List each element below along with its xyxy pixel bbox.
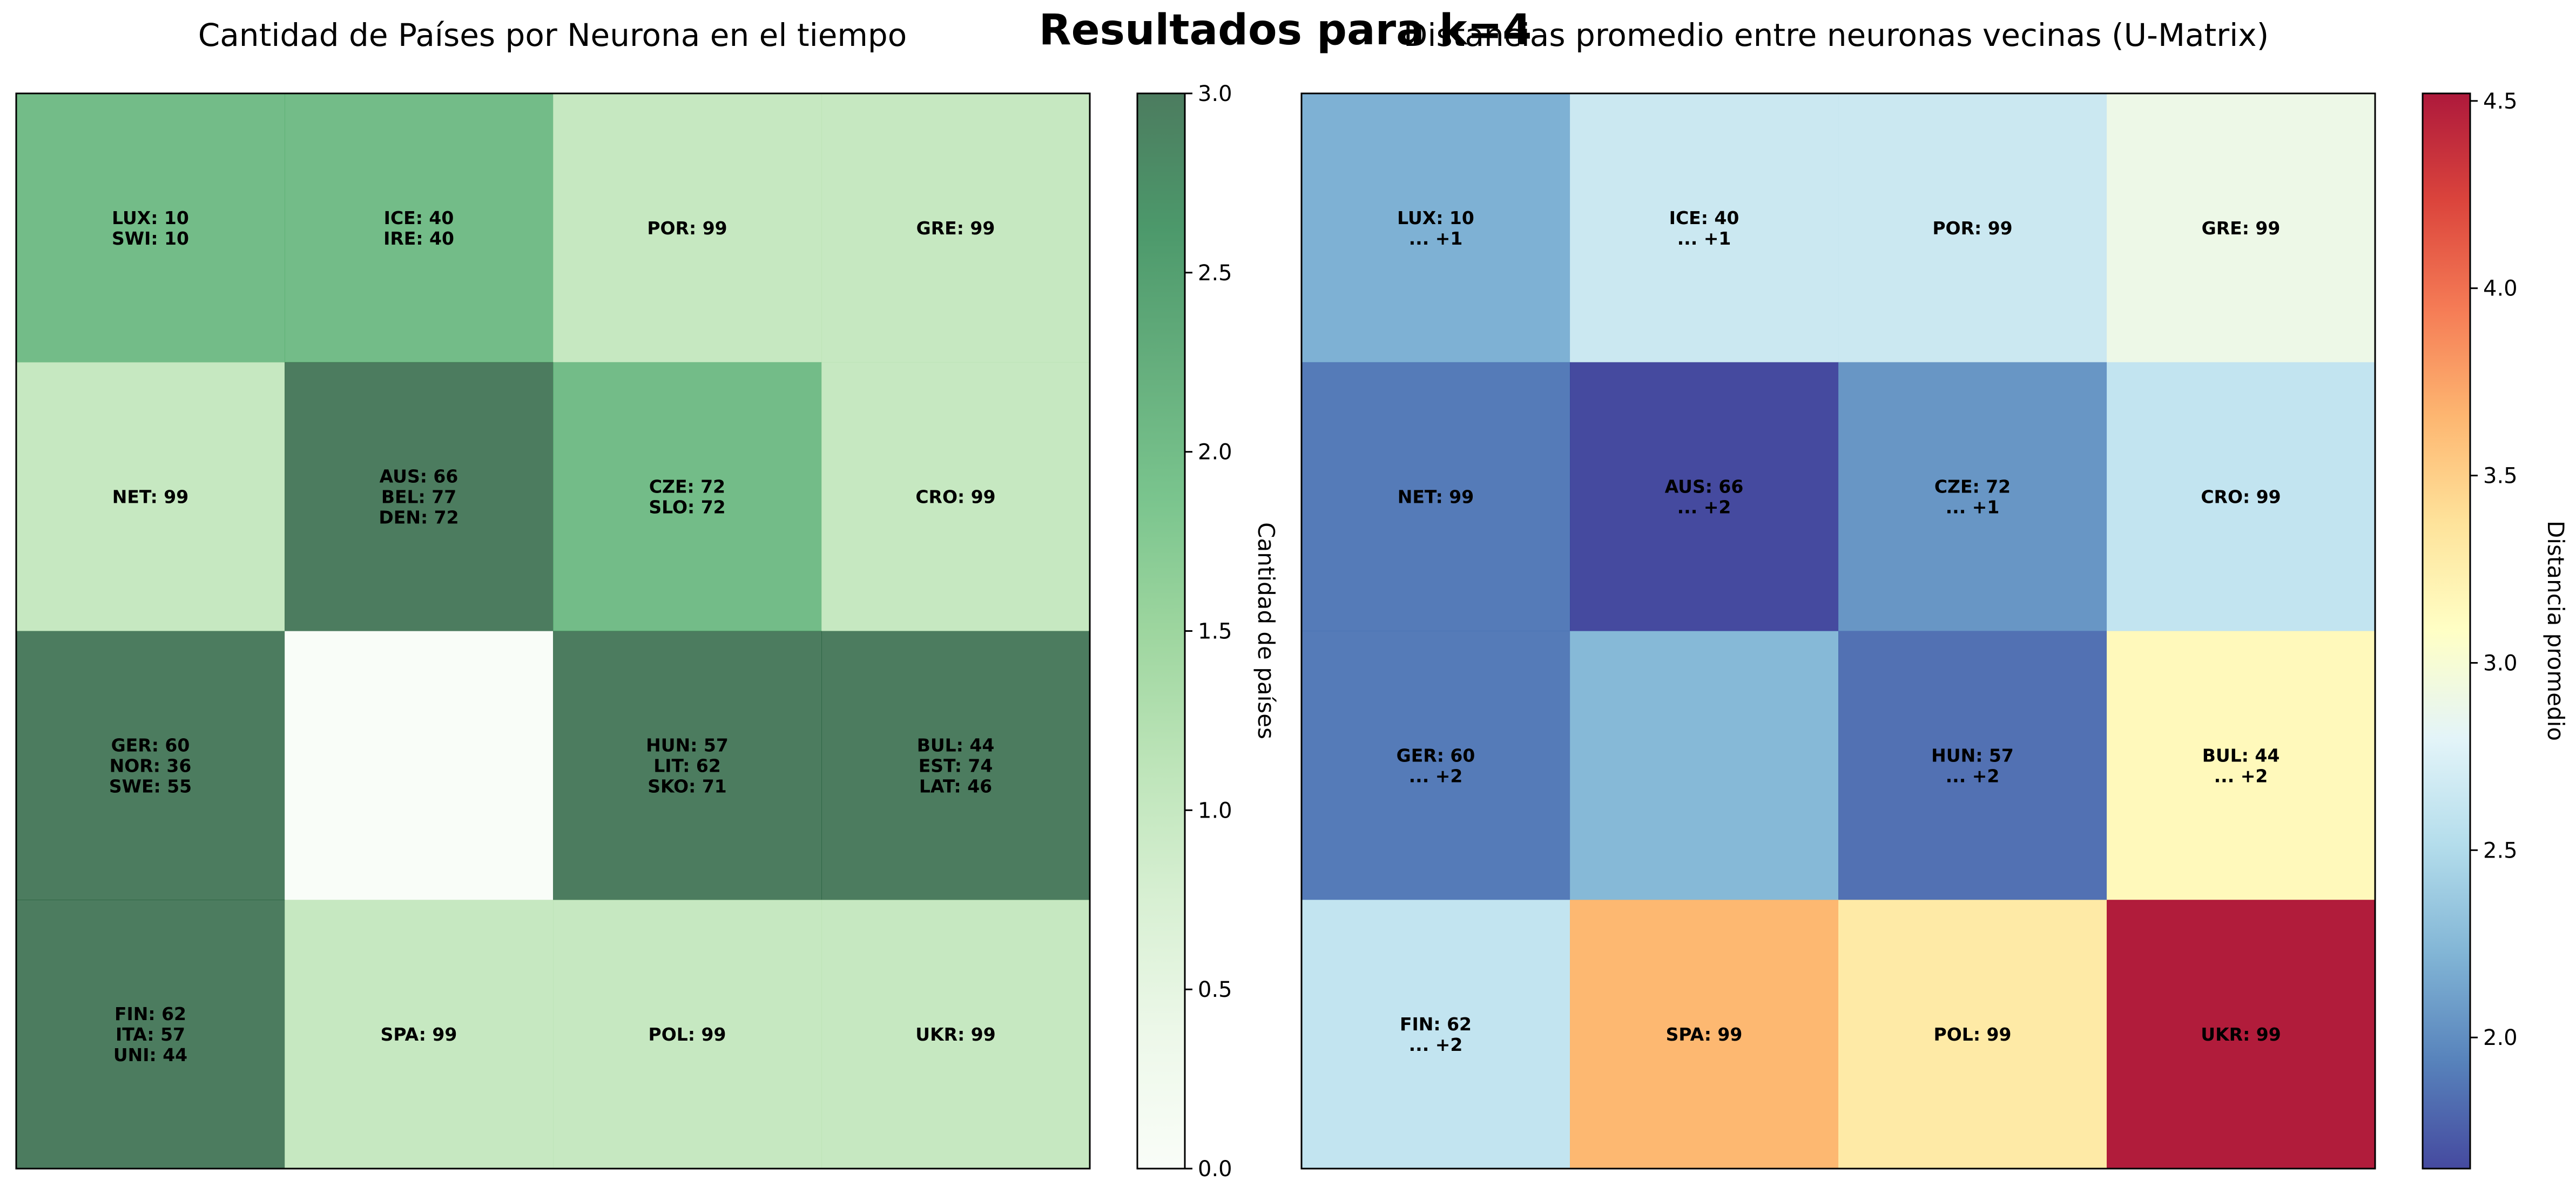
- colorbar-label-count: Cantidad de países: [1253, 522, 1279, 739]
- cell-label: CZE: 72... +1: [1934, 476, 2011, 518]
- colorbar-tick-label: 0.0: [1198, 1157, 1232, 1182]
- heatmap-panel-umatrix: Distancias promedio entre neuronas vecin…: [1300, 17, 2569, 1170]
- cell-label: FIN: 62... +2: [1400, 1014, 1472, 1055]
- colorbar-tick-label: 3.0: [2483, 651, 2518, 676]
- heatmap-cell: [553, 362, 822, 631]
- heatmap-cell: [1838, 631, 2107, 900]
- colorbar-tick-label: 0.5: [1198, 977, 1232, 1002]
- heatmap-cell: [16, 362, 285, 631]
- heatmap-frame-count: [15, 92, 1091, 1170]
- panel-title-umatrix: Distancias promedio entre neuronas vecin…: [1404, 17, 2269, 53]
- heatmap-cell: [1570, 362, 1839, 631]
- colorbar-ticks-count: 0.0 0.5 1.0 1.5 2.0 2.5 3.0: [1185, 82, 1232, 1182]
- heatmap-cell: [553, 631, 822, 900]
- figure-suptitle: Resultados para k=4: [1039, 6, 1532, 55]
- heatmap-cell: [553, 93, 822, 363]
- heatmap-cell: [821, 362, 1090, 631]
- cell-label: POL: 99: [1934, 1024, 2012, 1045]
- cell-label: ICE: 40... +1: [1669, 207, 1739, 249]
- heatmap-cells-count: LUX: 10 SWI: 10 ICE: 40 IRE: 40 POR: 99 GRE: …: [16, 93, 1090, 1169]
- heatmap-cell: [1838, 93, 2107, 363]
- heatmap-panel-count: Cantidad de Países por Neurona en el tie…: [15, 17, 1279, 1182]
- cell-label: ICE: 40 IRE: 40: [383, 207, 454, 249]
- cell-label: BUL: 44... +2: [2202, 745, 2280, 786]
- colorbar-tick-label: 2.5: [2483, 838, 2518, 863]
- heatmap-cell: [1570, 93, 1839, 363]
- colorbar-tick-label: 3.5: [2483, 464, 2518, 489]
- heatmap-cell: [16, 631, 285, 900]
- heatmap-cell: [1570, 631, 1839, 900]
- heatmap-cell: [2107, 93, 2376, 363]
- colorbar-ticks-umatrix: 2.0 2.5 3.0 3.5 4.0 4.5: [2470, 89, 2518, 1050]
- heatmap-cell: [821, 631, 1090, 900]
- cell-label: FIN: 62 ITA: 57 UNI: 44: [113, 1003, 187, 1065]
- heatmap-cell: [1302, 631, 1570, 900]
- colorbar-tick-label: 3.0: [1198, 82, 1232, 106]
- cell-label: NET: 99: [1398, 487, 1474, 508]
- cell-label: LUX: 10... +1: [1397, 207, 1474, 249]
- cell-label: GER: 60... +2: [1397, 745, 1475, 786]
- heatmap-cell: [821, 900, 1090, 1169]
- cell-label: UKR: 99: [915, 1024, 995, 1045]
- cell-label: SPA: 99: [1666, 1024, 1743, 1045]
- cell-label: GER: 60 NOR: 36 SWE: 55: [109, 734, 192, 797]
- cell-label: POR: 99: [647, 218, 727, 239]
- colorbar-tick-label: 4.0: [2483, 276, 2518, 301]
- cell-label: CRO: 99: [2201, 487, 2281, 508]
- cell-label: NET: 99: [112, 487, 188, 508]
- cell-label: CRO: 99: [915, 487, 995, 508]
- cell-label: HUN: 57... +2: [1931, 745, 2014, 786]
- colorbar-count: [1137, 93, 1185, 1169]
- cell-label: LUX: 10 SWI: 10: [112, 207, 189, 249]
- heatmap-cell: [2107, 900, 2376, 1169]
- heatmap-cell: [285, 93, 554, 363]
- heatmap-cell: [2107, 631, 2376, 900]
- cell-label: POR: 99: [1932, 218, 2012, 239]
- colorbar-label-umatrix: Distancia promedio: [2543, 521, 2569, 741]
- heatmap-cell: [1570, 900, 1839, 1169]
- colorbar-frame-umatrix: [2422, 92, 2471, 1170]
- cell-label: UKR: 99: [2201, 1024, 2281, 1045]
- heatmap-cell: [2107, 362, 2376, 631]
- colorbar-tick-label: 2.0: [2483, 1025, 2518, 1050]
- cell-label: BUL: 44 EST: 74 LAT: 46: [917, 734, 995, 797]
- colorbar-tick-label: 1.5: [1198, 619, 1232, 644]
- colorbar-tick-label: 1.0: [1198, 798, 1232, 823]
- cell-label: CZE: 72 SLO: 72: [649, 476, 725, 518]
- heatmap-cell: [285, 362, 554, 631]
- heatmap-cell: [285, 900, 554, 1169]
- cell-label: AUS: 66 BEL: 77 DEN: 72: [379, 466, 458, 528]
- colorbar-tick-label: 4.5: [2483, 89, 2518, 114]
- heatmap-cell: [16, 93, 285, 363]
- heatmap-cell: [1302, 900, 1570, 1169]
- heatmap-cell: [1838, 362, 2107, 631]
- heatmap-cells-umatrix: LUX: 10... +1 ICE: 40... +1 POR: 99 GRE: 99…: [1302, 93, 2376, 1169]
- heatmap-cell: [16, 900, 285, 1169]
- colorbar-tick-label: 2.5: [1198, 261, 1232, 286]
- panel-title-count: Cantidad de Países por Neurona en el tie…: [198, 17, 907, 53]
- heatmap-frame-umatrix: [1300, 92, 2376, 1170]
- heatmap-cell: [821, 93, 1090, 363]
- cell-label: AUS: 66... +2: [1665, 476, 1744, 518]
- colorbar-tick-label: 2.0: [1198, 440, 1232, 465]
- heatmap-cell: [553, 900, 822, 1169]
- heatmap-cell: [1302, 93, 1570, 363]
- colorbar-umatrix: [2423, 93, 2470, 1169]
- heatmap-cell: [285, 631, 554, 900]
- cell-label: HUN: 57 LIT: 62 SKO: 71: [646, 734, 729, 797]
- heatmap-cell: [1302, 362, 1570, 631]
- cell-label: SPA: 99: [381, 1024, 457, 1045]
- heatmap-cell: [1838, 900, 2107, 1169]
- cell-label: GRE: 99: [2202, 218, 2281, 239]
- cell-label: POL: 99: [649, 1024, 726, 1045]
- cell-label: GRE: 99: [916, 218, 995, 239]
